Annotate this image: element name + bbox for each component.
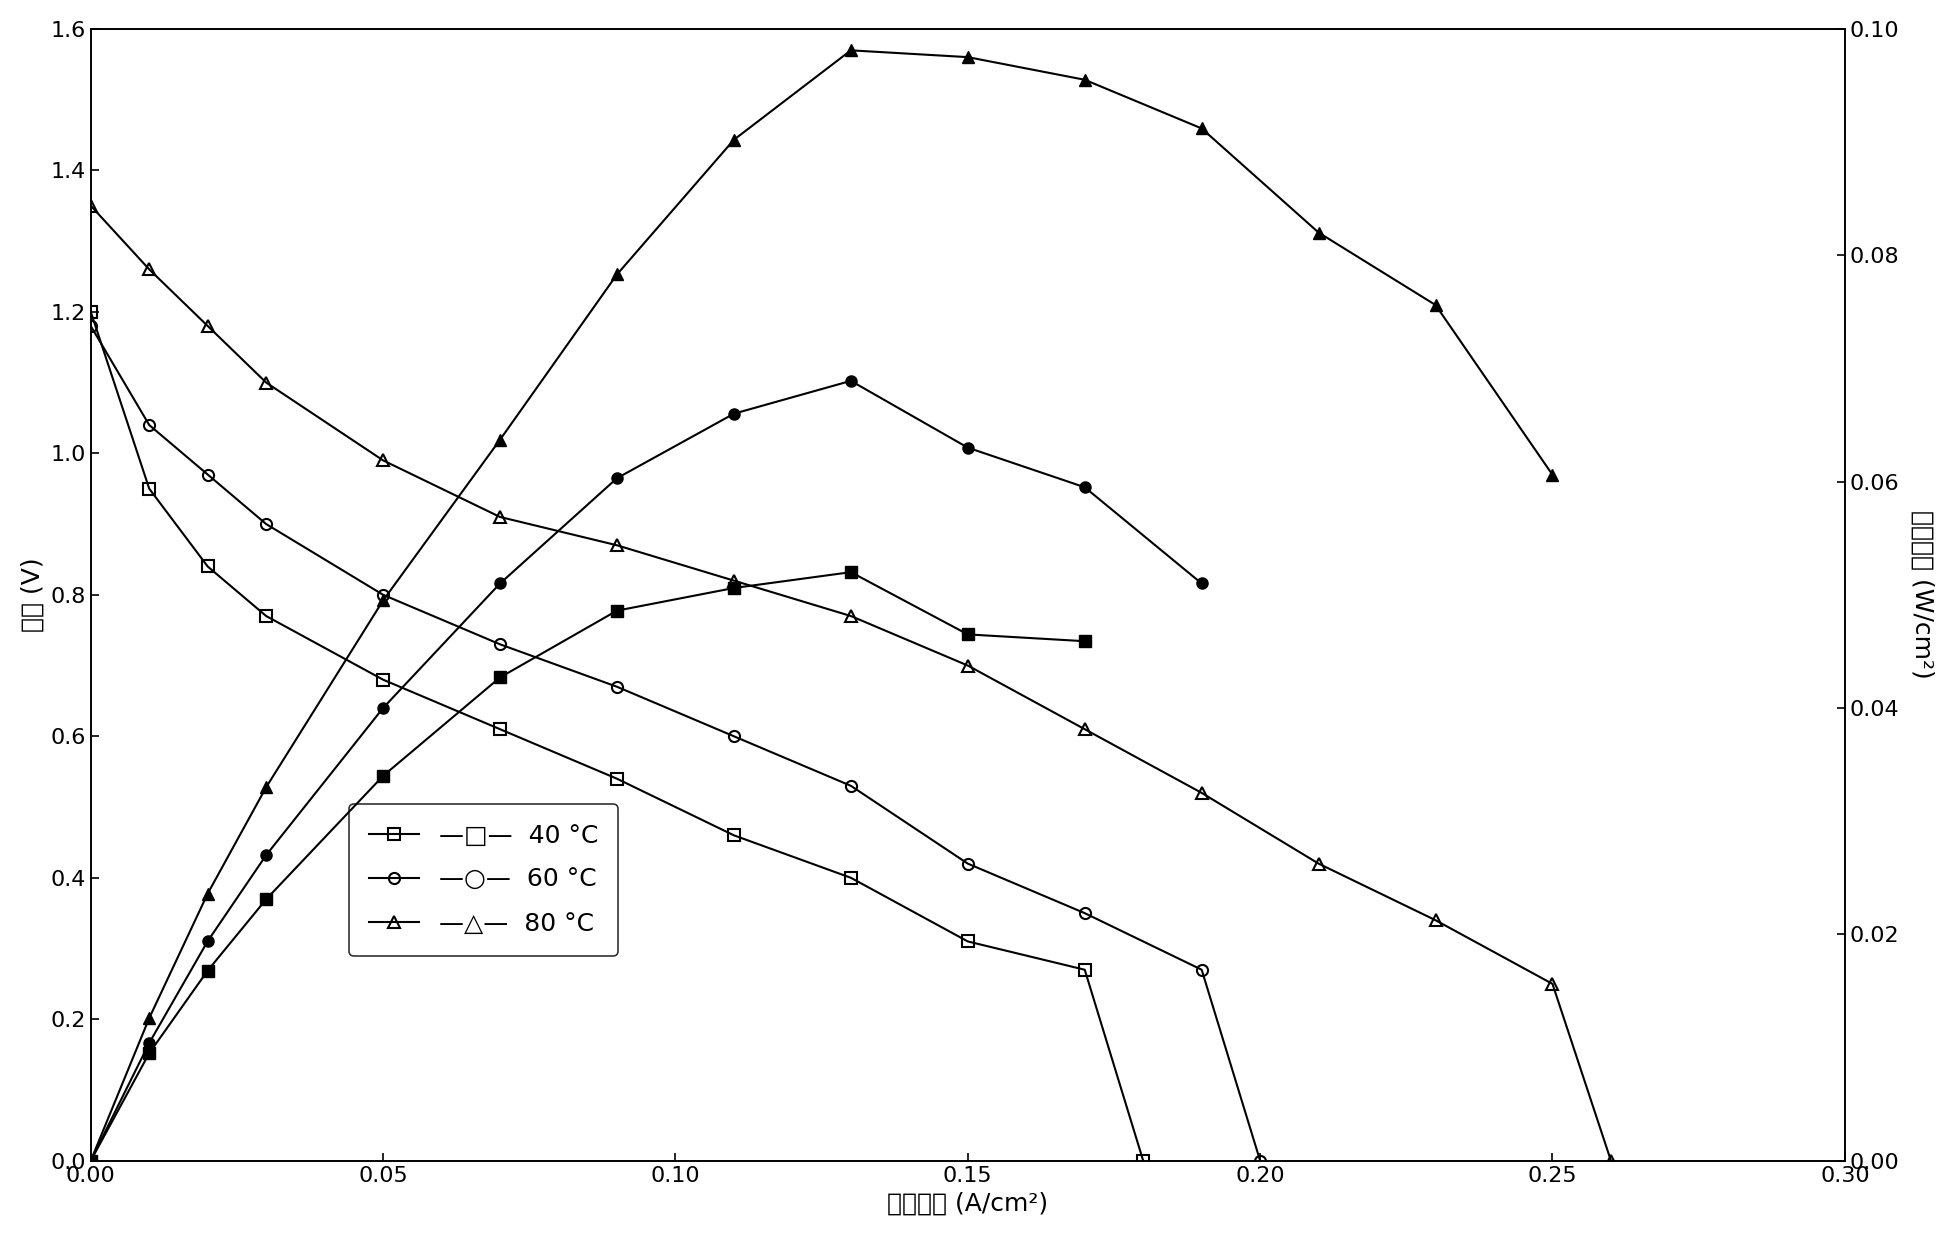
- Legend: —□—  40 °C, —○—  60 °C, —△—  80 °C: —□— 40 °C, —○— 60 °C, —△— 80 °C: [348, 803, 618, 955]
- X-axis label: 电流密度 (A/cm²): 电流密度 (A/cm²): [888, 1192, 1048, 1215]
- Y-axis label: 电压 (V): 电压 (V): [22, 557, 45, 632]
- Y-axis label: 功率密度 (W/cm²): 功率密度 (W/cm²): [1910, 510, 1933, 679]
